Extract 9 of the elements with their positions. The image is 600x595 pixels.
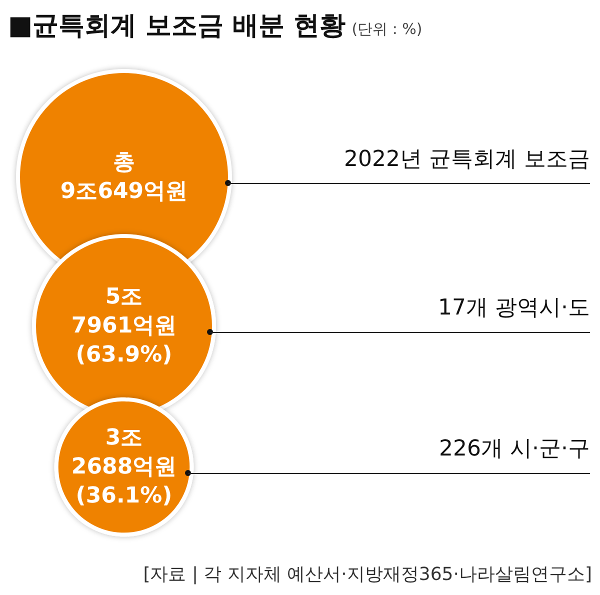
category-label: 226개 시·군·구 (439, 436, 590, 462)
category-label: 17개 광역시·도 (438, 296, 590, 320)
text: 2022년 균특회계 보조금 (344, 147, 590, 173)
text: [자료 | 각 지자체 예산서·지방재정365·나라살림연구소] (143, 563, 592, 586)
text: 총 9조649억원 (60, 149, 188, 206)
data-label: 3조 2688억원 (36.1%) (71, 426, 177, 508)
data-label: 5조 7961억원 (63.9%) (71, 284, 177, 368)
text: (단위 : %) (352, 20, 422, 38)
text: ■균특회계 보조금 배분 현황 (8, 11, 346, 41)
